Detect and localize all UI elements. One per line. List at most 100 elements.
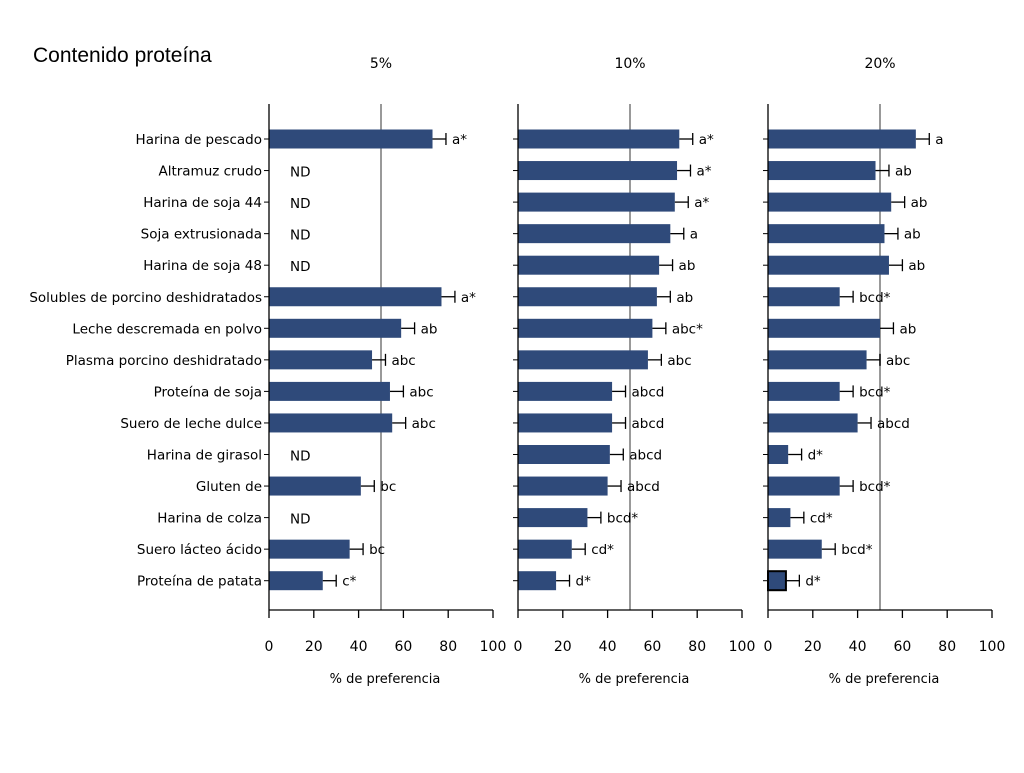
panel-1-significance-label: a* bbox=[461, 290, 476, 306]
panel-2-significance-label: ab bbox=[679, 258, 696, 274]
panel-2-bar bbox=[518, 350, 648, 370]
panel-3-bar bbox=[768, 287, 840, 307]
panel-2-bar bbox=[518, 287, 657, 307]
panel-2-x-tick-label: 60 bbox=[643, 639, 661, 655]
panel-1-x-tick-label: 60 bbox=[394, 639, 412, 655]
panel-2-x-tick-label: 0 bbox=[514, 639, 523, 655]
panel-3-bar bbox=[768, 508, 791, 528]
panel-3-significance-label: d* bbox=[805, 574, 821, 590]
panel-2-title: 10% bbox=[614, 56, 645, 72]
panel-2-bar bbox=[518, 413, 613, 433]
panel-1-x-tick-label: 0 bbox=[265, 639, 274, 655]
panel-2-significance-label: bcd* bbox=[607, 511, 639, 527]
category-label: Soja extrusionada bbox=[141, 227, 262, 243]
panel-1-bar bbox=[269, 381, 390, 401]
panel-3-x-tick-label: 40 bbox=[849, 639, 867, 655]
panel-2-bar bbox=[518, 255, 660, 275]
panel-3-bar bbox=[768, 381, 840, 401]
panel-3-significance-label: d* bbox=[808, 448, 824, 464]
panel-3-bar bbox=[768, 539, 822, 559]
panel-1-significance-label: c* bbox=[342, 574, 356, 590]
panel-2-bar bbox=[518, 192, 675, 212]
panel-3-significance-label: abcd bbox=[877, 416, 910, 432]
panel-1-title: 5% bbox=[370, 56, 392, 72]
panel-1-x-tick-label: 40 bbox=[350, 639, 368, 655]
panel-1-bar bbox=[269, 318, 402, 338]
category-label: Plasma porcino deshidratado bbox=[66, 353, 262, 369]
panel-2-x-tick-label: 100 bbox=[729, 639, 756, 655]
panel-1-bar bbox=[269, 571, 323, 591]
panel-3-significance-label: ab bbox=[899, 321, 916, 337]
panel-3-title: 20% bbox=[864, 56, 895, 72]
panel-3-x-tick-label: 60 bbox=[893, 639, 911, 655]
panel-3-significance-label: cd* bbox=[810, 511, 833, 527]
panel-2-significance-label: abc bbox=[667, 353, 691, 369]
category-label: Suero de leche dulce bbox=[120, 416, 262, 432]
panel-3-bar bbox=[768, 476, 840, 496]
panel-3-significance-label: bcd* bbox=[859, 384, 891, 400]
category-label: Altramuz crudo bbox=[158, 164, 262, 180]
panel-3-x-tick-label: 0 bbox=[764, 639, 773, 655]
panel-2-bar bbox=[518, 129, 680, 149]
panel-2-significance-label: abc* bbox=[672, 321, 703, 337]
panel-1-nd-label: ND bbox=[290, 512, 311, 528]
category-label: Proteína de patata bbox=[137, 574, 262, 590]
panel-1-x-axis-label: % de preferencia bbox=[330, 672, 441, 687]
panel-3-x-tick-label: 20 bbox=[804, 639, 822, 655]
category-label: Harina de soja 44 bbox=[143, 195, 262, 211]
panel-2-bar bbox=[518, 381, 613, 401]
panel-1-significance-label: ab bbox=[421, 321, 438, 337]
panel-3-x-tick-label: 100 bbox=[979, 639, 1006, 655]
panel-3-bar bbox=[768, 350, 867, 370]
panel-1-x-tick-label: 20 bbox=[305, 639, 323, 655]
panel-1-significance-label: bc bbox=[369, 542, 385, 558]
category-label: Proteína de soja bbox=[154, 384, 262, 400]
panel-2-bar bbox=[518, 476, 608, 496]
panel-1-significance-label: abc bbox=[391, 353, 415, 369]
panel-2-significance-label: d* bbox=[576, 574, 592, 590]
panel-2-significance-label: abcd bbox=[632, 384, 665, 400]
panel-1-nd-label: ND bbox=[290, 228, 311, 244]
category-label: Suero lácteo ácido bbox=[137, 542, 262, 558]
panel-3-significance-label: bcd* bbox=[859, 290, 891, 306]
panel-2-significance-label: a* bbox=[699, 132, 714, 148]
panel-2-significance-label: abcd bbox=[632, 416, 665, 432]
panel-3-bar bbox=[768, 161, 876, 181]
panel-2-significance-label: a* bbox=[694, 195, 709, 211]
category-label: Gluten de bbox=[196, 479, 262, 495]
panel-3-bar bbox=[768, 129, 916, 149]
category-label: Harina de pescado bbox=[136, 132, 262, 148]
panel-2-bar bbox=[518, 161, 678, 181]
panel-1-nd-label: ND bbox=[290, 196, 311, 212]
panel-3-bar bbox=[768, 445, 789, 464]
panel-2-x-axis-label: % de preferencia bbox=[579, 672, 690, 687]
panel-1-bar bbox=[269, 413, 393, 433]
panel-1-bar bbox=[269, 129, 433, 149]
panel-2-significance-label: a bbox=[690, 227, 698, 243]
category-label: Solubles de porcino deshidratados bbox=[29, 290, 262, 306]
panel-1-significance-label: bc bbox=[380, 479, 396, 495]
panel-2-x-tick-label: 40 bbox=[599, 639, 617, 655]
panel-1-bar bbox=[269, 476, 361, 496]
panel-2-significance-label: a* bbox=[696, 164, 711, 180]
panel-2-significance-label: abcd bbox=[627, 479, 660, 495]
panel-1-nd-label: ND bbox=[290, 449, 311, 465]
category-label: Harina de girasol bbox=[147, 448, 262, 464]
panel-3-significance-label: a bbox=[935, 132, 943, 148]
panel-2-bar bbox=[518, 508, 588, 528]
panel-3-bar bbox=[768, 255, 889, 275]
panel-3-x-axis-label: % de preferencia bbox=[829, 672, 940, 687]
panel-3-significance-label: bcd* bbox=[859, 479, 891, 495]
panel-3-bar bbox=[768, 318, 880, 338]
panel-3-significance-label: ab bbox=[904, 227, 921, 243]
panel-2-bar bbox=[518, 224, 671, 244]
panel-3-significance-label: bcd* bbox=[841, 542, 873, 558]
panel-1-nd-label: ND bbox=[290, 165, 311, 181]
panel-3-bar bbox=[768, 224, 885, 244]
panel-2-bar bbox=[518, 539, 572, 559]
panel-1-bar bbox=[269, 287, 442, 307]
panel-3-significance-label: ab bbox=[911, 195, 928, 211]
panel-1-nd-label: ND bbox=[290, 259, 311, 275]
panel-3-bar bbox=[767, 570, 787, 592]
